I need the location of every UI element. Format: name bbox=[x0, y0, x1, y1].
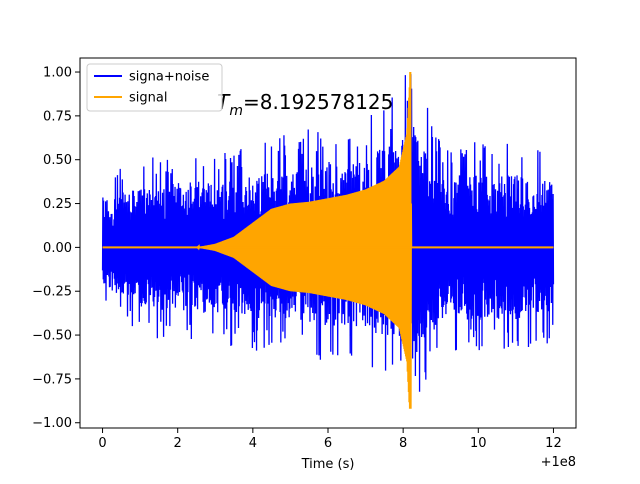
annotation-value: =8.192578125 bbox=[243, 90, 393, 114]
y-tick-label: −0.25 bbox=[32, 285, 72, 300]
data-layer bbox=[101, 72, 555, 409]
series-line-signa-noise bbox=[101, 74, 555, 401]
x-axis-ticks: 0 2 4 6 8 10 12 bbox=[98, 428, 562, 451]
legend: signa+noise signal bbox=[86, 63, 223, 112]
legend-label-signal: signal bbox=[129, 91, 167, 106]
y-tick-label: 0.25 bbox=[43, 197, 72, 212]
x-tick-label: 6 bbox=[324, 436, 332, 451]
y-tick-label: −1.00 bbox=[32, 416, 72, 431]
y-tick-label: 1.00 bbox=[43, 66, 72, 81]
y-tick-label: −0.75 bbox=[32, 372, 72, 387]
y-tick-label: 0.75 bbox=[43, 109, 72, 124]
y-axis-ticks: −1.00 −0.75 −0.50 −0.25 0.00 0.25 0.50 0.75 1.00 bbox=[32, 66, 80, 431]
x-tick-label: 4 bbox=[249, 436, 257, 451]
annotation-subscript: m bbox=[229, 103, 243, 119]
y-tick-label: −0.50 bbox=[32, 329, 72, 344]
x-axis-label: Time (s) bbox=[301, 457, 355, 472]
y-tick-label: 0.00 bbox=[43, 241, 72, 256]
legend-label-signa-noise: signa+noise bbox=[129, 70, 209, 85]
x-tick-label: 0 bbox=[98, 436, 106, 451]
x-tick-label: 12 bbox=[545, 436, 562, 451]
y-tick-label: 0.50 bbox=[43, 153, 72, 168]
x-tick-label: 10 bbox=[470, 436, 487, 451]
x-axis-offset: +1e8 bbox=[541, 455, 576, 470]
x-tick-label: 2 bbox=[174, 436, 182, 451]
x-tick-label: 8 bbox=[399, 436, 407, 451]
